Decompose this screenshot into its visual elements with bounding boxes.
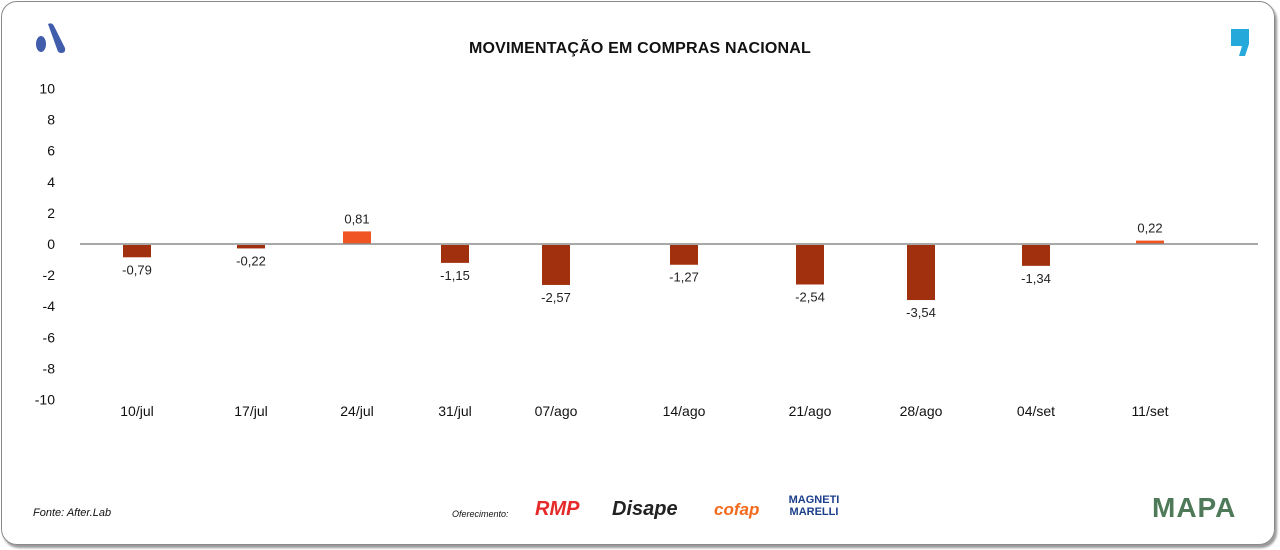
source-label: Fonte: After.Lab [33,507,112,519]
x-tick-label: 04/set [1017,403,1055,419]
offered-by-label: Oferecimento: [452,509,509,519]
y-tick-label: -4 [43,298,56,314]
x-tick-label: 28/ago [900,403,943,419]
data-label: -1,27 [669,270,699,285]
disape-logo: Disape [612,498,678,520]
bar [796,245,824,285]
bar [123,245,151,258]
bar [907,245,935,301]
afterlab-logo-icon [36,23,66,53]
bar [670,245,698,265]
bar [542,245,570,285]
x-tick-label: 07/ago [535,403,578,419]
bar [237,245,265,249]
cofap-logo: cofap [714,500,760,519]
magneti-marelli-logo: MAGNETI MARELLI [788,494,840,518]
x-tick-label: 17/jul [234,403,267,419]
x-tick-label: 14/ago [663,403,706,419]
bar [343,231,371,244]
data-label: -3,54 [906,305,936,320]
data-label: -1,34 [1021,271,1051,286]
y-tick-label: -8 [43,360,56,376]
quote-logo-icon [1231,29,1249,56]
data-label: 0,22 [1137,221,1162,236]
x-tick-label: 24/jul [340,403,373,419]
data-label: -2,54 [795,289,825,304]
x-tick-label: 31/jul [438,403,471,419]
y-tick-label: 0 [47,236,55,252]
y-tick-label: 6 [47,143,55,159]
y-tick-label: 10 [39,81,55,97]
data-label: -1,15 [440,268,470,283]
x-tick-label: 21/ago [789,403,832,419]
data-label: -2,57 [541,290,571,305]
chart-title: MOVIMENTAÇÃO EM COMPRAS NACIONAL [468,40,812,57]
mapa-logo: MAPA [1152,492,1237,523]
y-tick-label: 8 [47,112,55,128]
bar [1136,240,1164,244]
data-label: 0,81 [344,211,369,226]
y-tick-label: -10 [35,392,55,408]
y-tick-label: -2 [43,267,56,283]
rmp-logo: RMP [535,498,580,520]
x-tick-label: 11/set [1131,403,1168,419]
y-tick-label: 4 [47,174,55,190]
y-tick-label: -6 [43,329,56,345]
x-tick-label: 10/jul [120,403,153,419]
y-tick-label: 2 [47,205,55,221]
data-label: -0,79 [122,262,152,277]
bar [441,245,469,263]
bar [1022,245,1050,266]
data-label: -0,22 [236,253,266,268]
